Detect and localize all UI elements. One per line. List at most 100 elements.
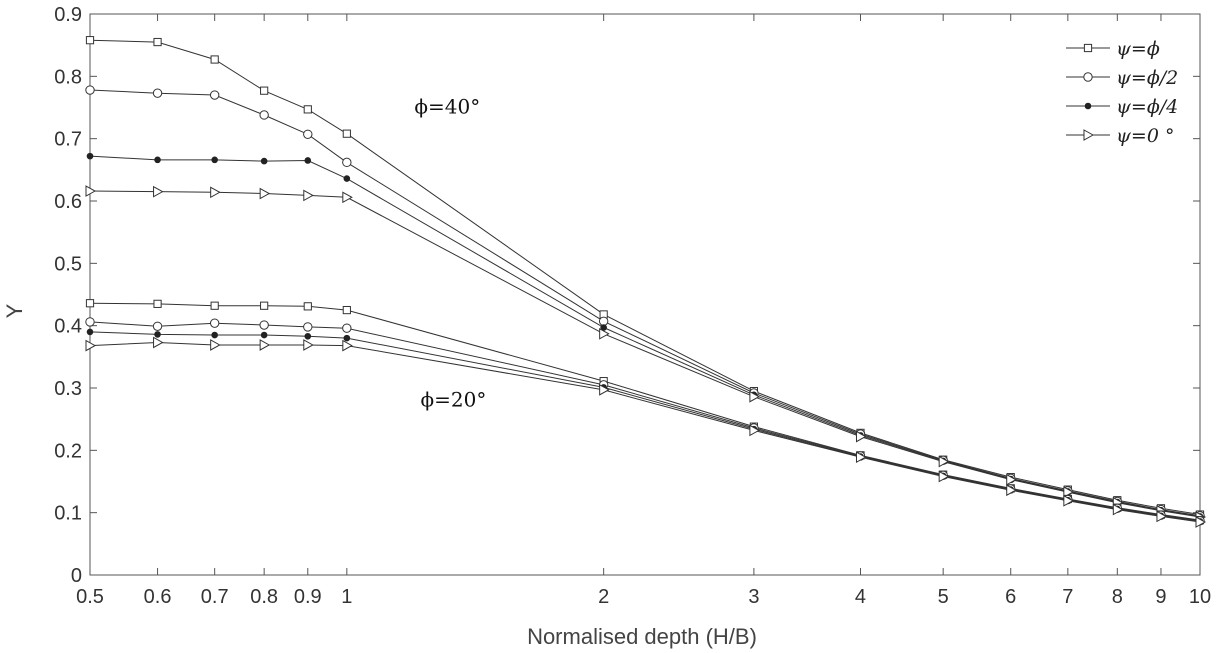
data-point-square [342, 305, 351, 315]
x-tick-label: 7 [1062, 586, 1073, 608]
x-tick-label: 10 [1189, 586, 1211, 608]
y-tick-label: 0.5 [54, 253, 82, 275]
data-point-dot [86, 328, 94, 336]
data-point-square [210, 55, 219, 64]
annotations: ϕ=40° ϕ=20° [414, 95, 486, 412]
y-tick-label: 0 [71, 565, 82, 587]
legend-entry-4: ψ=0 ° [1066, 125, 1174, 147]
legend-label: ψ=ϕ/4 [1116, 96, 1178, 118]
y-tick-label: 0.9 [54, 4, 82, 26]
legend-entry-2: ψ=ϕ/2 [1066, 67, 1178, 89]
data-point-circle [152, 88, 163, 98]
x-tick-label: 6 [1005, 586, 1016, 608]
x-tick-label: 0.7 [201, 586, 229, 608]
data-point-triangle [1006, 484, 1017, 497]
data-point-triangle [342, 339, 353, 352]
data-point-square [153, 299, 162, 308]
data-point-square [342, 129, 351, 138]
data-point-square [153, 37, 162, 47]
data-point-dot [304, 332, 312, 340]
legend-entry-1: ψ=ϕ [1066, 38, 1160, 60]
x-tick-label: 1 [341, 586, 352, 608]
series-line [89, 89, 1201, 517]
y-tick-label: 0.8 [54, 66, 82, 88]
data-point-dot [1084, 102, 1092, 110]
data-point-triangle [599, 327, 610, 340]
data-point-circle [259, 110, 269, 120]
data-point-triangle [599, 384, 610, 396]
data-point-triangle [1083, 129, 1095, 141]
legend-entry-3: ψ=ϕ/4 [1066, 96, 1178, 118]
data-point-triangle [855, 430, 867, 443]
data-point-triangle [938, 455, 950, 468]
x-tick-label: 8 [1112, 586, 1123, 608]
axes-frame [89, 13, 1201, 576]
data-point-square [210, 301, 219, 310]
legend-label: ψ=0 ° [1116, 125, 1174, 147]
data-point-circle [85, 85, 95, 95]
y-tick-label: 0.6 [54, 191, 82, 213]
series-8 [85, 336, 1207, 528]
x-tick-label: 4 [855, 586, 866, 608]
series-3 [86, 152, 1204, 520]
data-point-triangle [855, 451, 867, 464]
data-point-triangle [1112, 503, 1124, 516]
series-4 [85, 185, 1207, 523]
annotation-1: ϕ=40° [414, 95, 480, 119]
x-tick-label: 9 [1155, 586, 1166, 608]
data-point-triangle [153, 185, 164, 198]
series-1 [85, 36, 1205, 519]
data-point-triangle [303, 189, 314, 202]
data-point-dot [86, 152, 94, 160]
data-point-triangle [210, 186, 221, 199]
data-point-triangle [259, 187, 271, 200]
y-axis-title: Υ [2, 303, 27, 318]
data-point-triangle [749, 424, 760, 437]
data-point-triangle [1063, 486, 1074, 498]
data-point-dot [154, 331, 161, 338]
data-point-square [260, 301, 269, 310]
data-point-dot [600, 324, 607, 331]
data-point-triangle [342, 191, 353, 204]
series-line [89, 321, 1201, 522]
data-point-triangle [303, 339, 314, 351]
data-point-square [303, 302, 312, 311]
series-line [89, 155, 1201, 517]
legend-label: ψ=ϕ/2 [1116, 67, 1178, 89]
series-5 [85, 299, 1205, 525]
data-point-circle [1083, 72, 1093, 82]
data-point-triangle [210, 339, 221, 351]
data-point-triangle [85, 185, 97, 197]
data-point-dot [343, 334, 351, 342]
x-tick-label: 5 [938, 586, 949, 608]
data-point-dot [260, 331, 268, 339]
data-point-square [85, 299, 95, 308]
data-point-triangle [1006, 473, 1017, 486]
ticks: 0.5 0.6 0.7 0.8 0.9 1 2 3 4 5 6 7 8 9 10 0 0.1 0.2 0.3 0.4 0… [54, 4, 1211, 608]
series-line [89, 341, 1201, 523]
data-point-triangle [1063, 494, 1074, 507]
legend: ψ=ϕ ψ=ϕ/2 ψ=ϕ/4 ψ=0 ° [1066, 38, 1178, 147]
data-point-square [1083, 43, 1093, 53]
data-point-triangle [938, 470, 950, 483]
legend-label: ψ=ϕ [1116, 38, 1160, 60]
data-point-triangle [1156, 510, 1167, 523]
data-point-circle [342, 157, 352, 168]
y-tick-label: 0.3 [54, 378, 82, 400]
data-point-triangle [153, 336, 164, 349]
data-point-dot [304, 157, 312, 164]
series-line [89, 190, 1201, 518]
x-tick-label: 0.8 [250, 586, 278, 608]
data-point-dot [154, 156, 161, 164]
x-tick-label: 0.5 [76, 586, 104, 608]
data-point-triangle [85, 339, 97, 352]
data-point-circle [209, 318, 220, 328]
data-point-circle [85, 317, 95, 327]
data-point-circle [209, 90, 220, 100]
data-point-circle [342, 323, 352, 333]
data-point-circle [303, 129, 313, 140]
data-point-dot [211, 156, 218, 164]
data-point-triangle [1195, 516, 1207, 528]
data-point-dot [260, 157, 268, 165]
annotation-2: ϕ=20° [421, 388, 487, 412]
